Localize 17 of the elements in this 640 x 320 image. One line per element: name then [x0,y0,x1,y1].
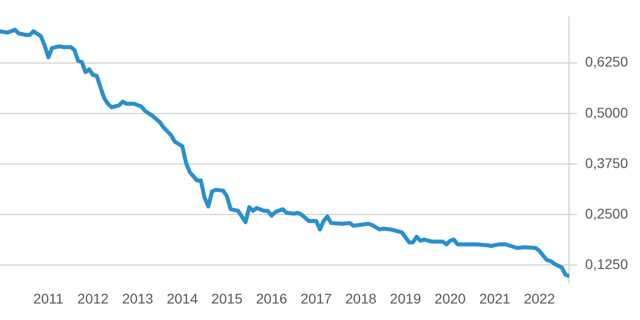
x-tick-label: 2011 [33,290,64,306]
x-tick-label: 2017 [300,290,332,306]
x-tick-label: 2022 [524,290,556,306]
y-tick-label: 0,6250 [585,54,628,70]
x-tick-label: 2012 [77,290,109,306]
x-tick-label: 2020 [434,290,466,306]
x-tick-label: 2019 [390,290,422,306]
x-tick-label: 2021 [479,290,511,306]
y-tick-label: 0,5000 [585,104,628,120]
y-tick-label: 0,3750 [585,154,628,171]
x-tick-label: 2015 [211,290,243,306]
y-tick-label: 0,2500 [585,205,628,222]
x-tick-label: 2013 [122,290,154,306]
x-tick-label: 2014 [166,290,198,306]
x-tick-label: 2018 [345,290,377,306]
x-tick-label: 2016 [256,290,288,306]
y-tick-label: 0,1250 [585,256,628,272]
